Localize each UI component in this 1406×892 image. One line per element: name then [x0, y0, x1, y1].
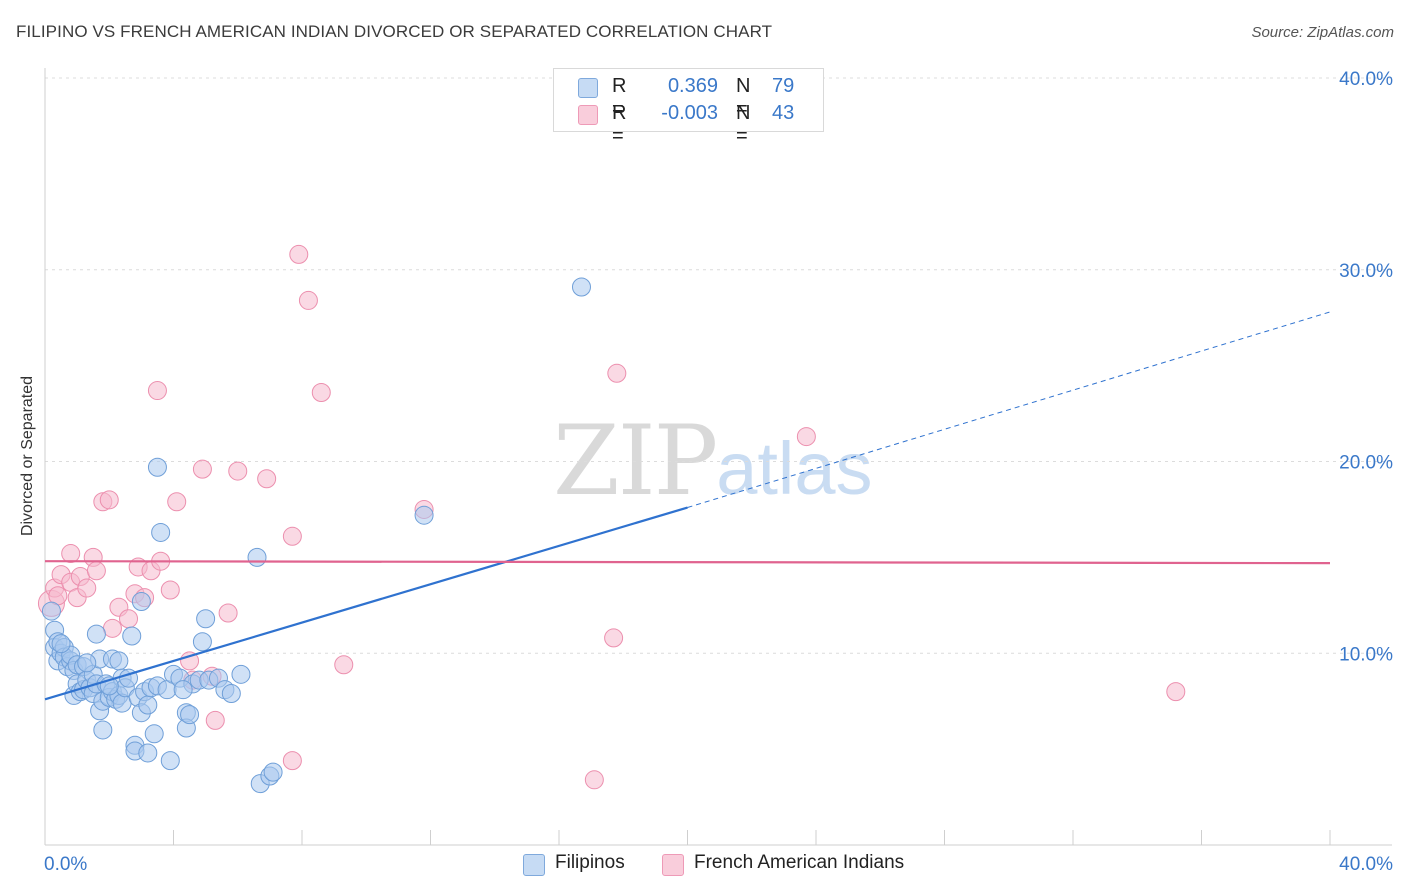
point-french-american-indians: [77, 578, 97, 598]
point-filipinos: [173, 680, 193, 700]
point-filipinos: [77, 653, 97, 673]
legend-r-label: R =: [612, 102, 627, 147]
y-tick-label: 40.0%: [1339, 69, 1393, 90]
point-french-american-indians: [298, 290, 318, 310]
series-french-american-indians: [37, 244, 1186, 790]
legend-r-value: 0.369: [667, 75, 718, 97]
grid-lines: [45, 77, 1392, 654]
point-filipinos: [571, 277, 591, 297]
point-french-american-indians: [604, 628, 624, 648]
point-french-american-indians: [289, 244, 309, 264]
x-tick-label: 0.0%: [44, 854, 87, 875]
y-tick-label: 10.0%: [1339, 644, 1393, 665]
correlation-legend: R = 0.369 N = 79 R = -0.003 N = 43: [553, 68, 824, 147]
legend-swatch-french-american-indians: [578, 105, 598, 125]
point-filipinos: [180, 705, 200, 725]
legend-n-label: N =: [736, 75, 751, 120]
legend-n-value: 43: [772, 102, 795, 124]
x-tick-label: 40.0%: [1339, 854, 1393, 875]
series-filipinos: [41, 277, 591, 794]
point-filipinos: [144, 724, 164, 744]
point-filipinos: [109, 651, 129, 671]
point-french-american-indians: [205, 710, 225, 730]
point-french-american-indians: [86, 561, 106, 581]
point-french-american-indians: [228, 461, 248, 481]
point-french-american-indians: [167, 492, 187, 512]
point-filipinos: [160, 751, 180, 771]
point-french-american-indians: [334, 655, 354, 675]
point-filipinos: [138, 695, 158, 715]
trend-lines: [44, 311, 1331, 701]
point-french-american-indians: [584, 770, 604, 790]
point-french-american-indians: [311, 382, 331, 402]
trend-line-filipinos-projection: [687, 311, 1331, 508]
y-tick-label: 20.0%: [1339, 453, 1393, 474]
point-filipinos: [51, 634, 71, 654]
point-french-american-indians: [1166, 682, 1186, 702]
legend-r-value: -0.003: [661, 102, 718, 124]
bottom-legend-swatch-filipinos: [523, 854, 545, 876]
bottom-legend-label-french-american-indians: French American Indians: [694, 852, 905, 873]
watermark-atlas: atlas: [716, 427, 873, 510]
point-filipinos: [192, 632, 212, 652]
point-filipinos: [131, 591, 151, 611]
point-filipinos: [151, 522, 171, 542]
axes: [44, 68, 1392, 846]
legend-swatch-filipinos: [578, 78, 598, 98]
point-filipinos: [138, 743, 158, 763]
point-filipinos: [93, 720, 113, 740]
chart-title: FILIPINO VS FRENCH AMERICAN INDIAN DIVOR…: [16, 22, 773, 41]
point-filipinos: [147, 457, 167, 477]
point-filipinos: [247, 547, 267, 567]
bottom-legend-label-filipinos: Filipinos: [555, 852, 625, 873]
point-filipinos: [196, 609, 216, 629]
point-french-american-indians: [160, 580, 180, 600]
point-filipinos: [41, 601, 61, 621]
point-filipinos: [263, 762, 283, 782]
bottom-legend-swatch-french-american-indians: [662, 854, 684, 876]
legend-r-label: R =: [612, 75, 627, 120]
y-tick-label: 30.0%: [1339, 261, 1393, 282]
point-filipinos: [414, 505, 434, 525]
point-french-american-indians: [218, 603, 238, 623]
point-french-american-indians: [192, 459, 212, 479]
point-french-american-indians: [119, 609, 139, 629]
point-filipinos: [122, 626, 142, 646]
point-french-american-indians: [99, 490, 119, 510]
point-filipinos: [112, 693, 132, 713]
point-french-american-indians: [102, 618, 122, 638]
watermark: ZIPatlas: [553, 405, 873, 517]
point-french-american-indians: [61, 544, 81, 564]
source-label: Source: ZipAtlas.com: [1251, 24, 1394, 41]
point-french-american-indians: [257, 469, 277, 489]
point-filipinos: [86, 624, 106, 644]
legend-n-value: 79: [772, 75, 795, 97]
point-french-american-indians: [282, 751, 302, 771]
trend-line-filipinos: [44, 506, 688, 701]
legend-n-label: N =: [736, 102, 751, 147]
point-french-american-indians: [147, 381, 167, 401]
point-french-american-indians: [282, 526, 302, 546]
point-filipinos: [221, 684, 241, 704]
point-french-american-indians: [607, 363, 627, 383]
trend-line-french-american-indians: [44, 560, 1331, 565]
point-filipinos: [231, 664, 251, 684]
point-french-american-indians: [796, 427, 816, 447]
tick-labels: 10.0% 20.0% 30.0% 40.0% 0.0% 40.0%: [44, 69, 1393, 875]
